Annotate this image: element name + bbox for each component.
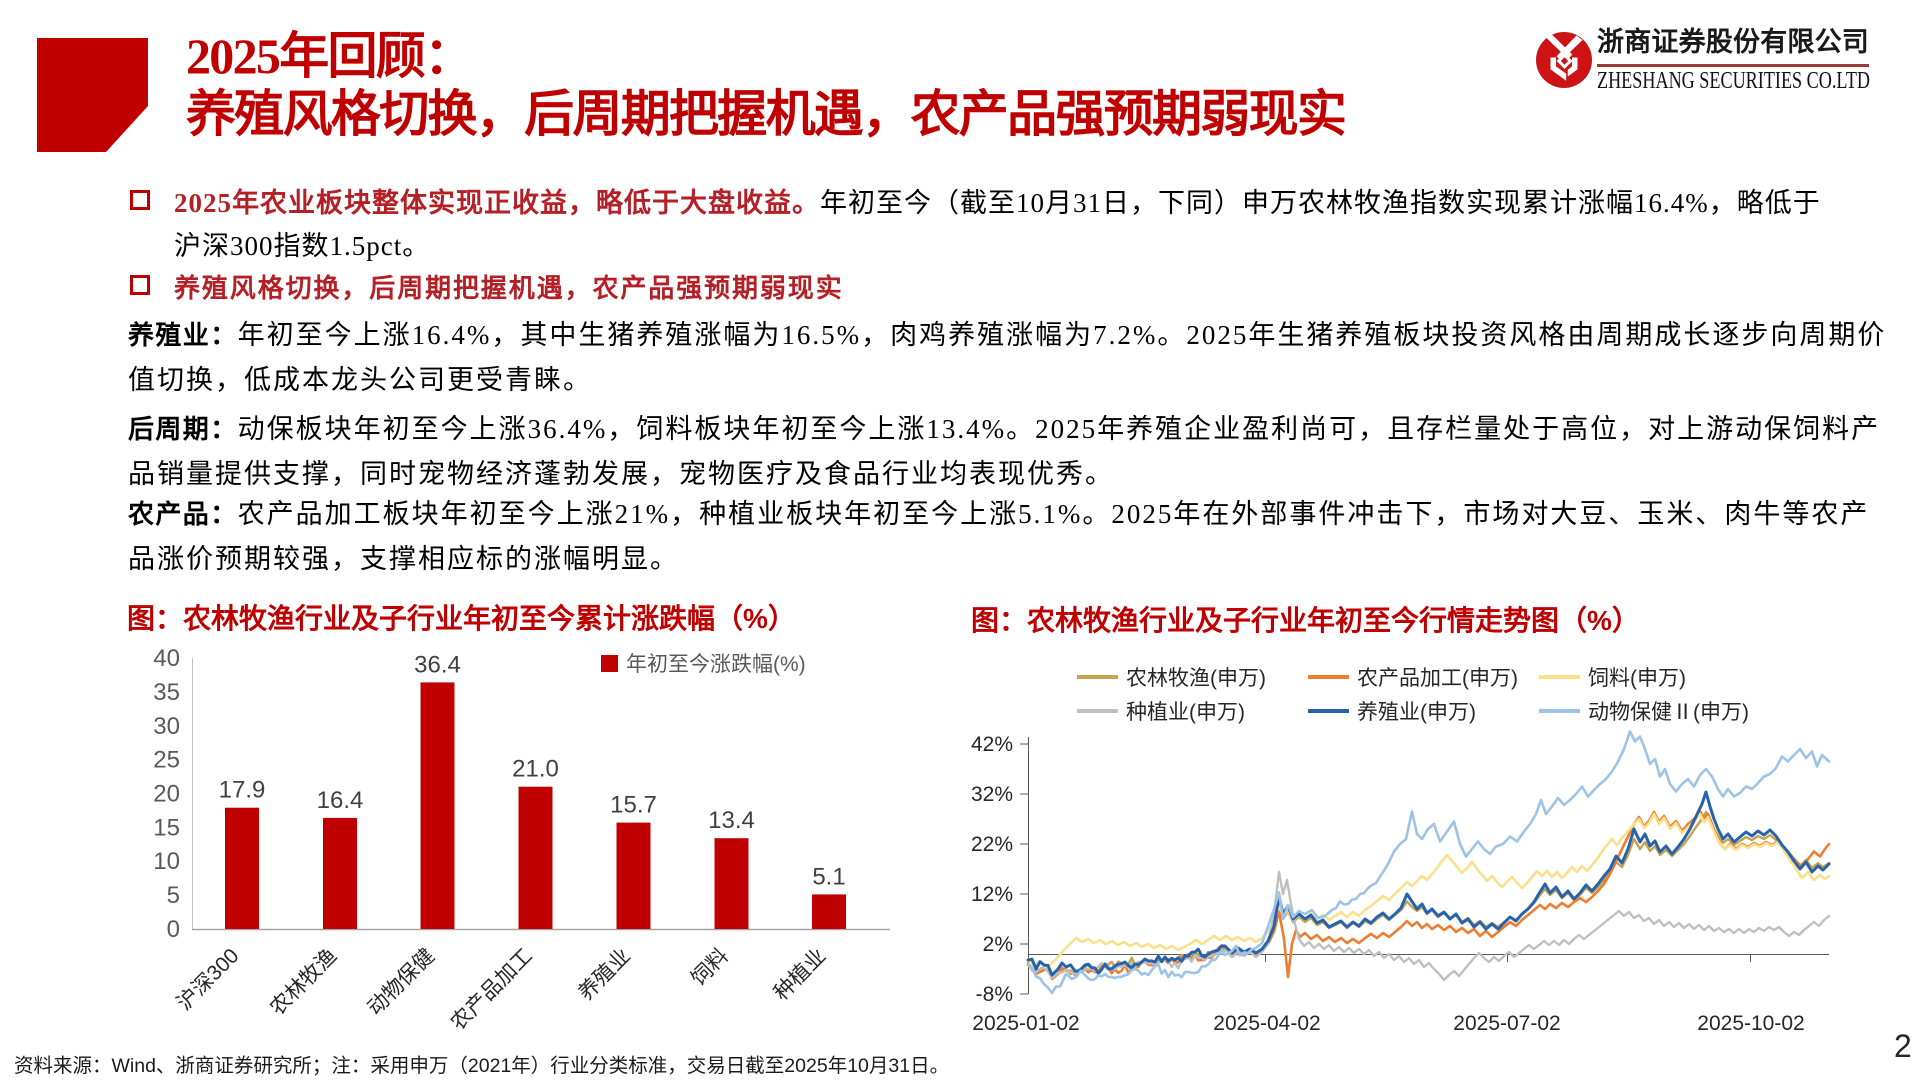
svg-text:35: 35 [153, 679, 180, 706]
svg-text:16.4: 16.4 [317, 787, 364, 814]
svg-text:2025-07-02: 2025-07-02 [1453, 1012, 1560, 1035]
svg-text:2025-01-02: 2025-01-02 [972, 1012, 1079, 1035]
svg-text:10: 10 [153, 848, 180, 875]
svg-text:15.7: 15.7 [610, 792, 657, 819]
svg-text:25: 25 [153, 747, 180, 774]
svg-text:32%: 32% [971, 783, 1013, 806]
svg-text:36.4: 36.4 [414, 651, 461, 678]
svg-text:15: 15 [153, 814, 180, 841]
svg-text:0: 0 [167, 916, 180, 943]
svg-text:年初至今涨跌幅(%): 年初至今涨跌幅(%) [626, 653, 806, 676]
svg-text:22%: 22% [971, 833, 1013, 856]
svg-text:2025-04-02: 2025-04-02 [1213, 1012, 1320, 1035]
svg-text:17.9: 17.9 [219, 777, 266, 804]
svg-text:40: 40 [153, 645, 180, 672]
svg-text:21.0: 21.0 [512, 756, 559, 783]
svg-text:5.1: 5.1 [812, 863, 845, 890]
svg-text:5: 5 [167, 882, 180, 909]
svg-text:42%: 42% [971, 733, 1013, 756]
svg-text:13.4: 13.4 [708, 807, 755, 834]
svg-text:2%: 2% [983, 933, 1013, 956]
svg-text:12%: 12% [971, 883, 1013, 906]
svg-text:20: 20 [153, 781, 180, 808]
svg-text:2025-10-02: 2025-10-02 [1697, 1012, 1804, 1035]
svg-text:-8%: -8% [976, 983, 1013, 1006]
svg-text:30: 30 [153, 713, 180, 740]
